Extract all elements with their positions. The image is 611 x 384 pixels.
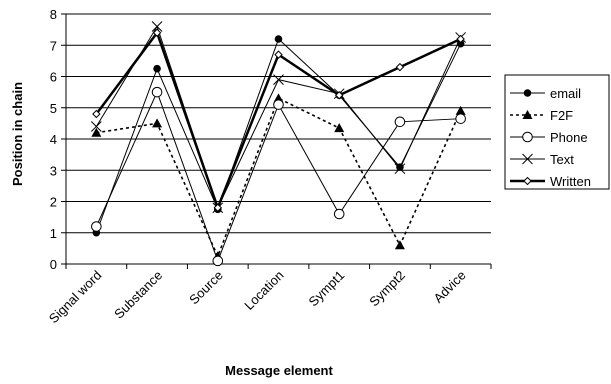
data-point — [394, 116, 406, 128]
series-email — [92, 35, 465, 237]
legend: email F2F Phone Text Written — [504, 74, 610, 190]
legend-label: Phone — [550, 130, 588, 145]
data-point — [522, 110, 533, 119]
data-point — [455, 105, 466, 115]
legend-box — [504, 74, 610, 190]
y-tick-label: 4 — [50, 132, 57, 147]
series-line — [95, 30, 462, 212]
y-tick-label: 3 — [50, 163, 57, 178]
axes — [61, 13, 492, 269]
series-f2f — [91, 93, 466, 261]
x-tick-label: Advice — [431, 268, 469, 306]
series-text — [91, 21, 466, 214]
data-point — [334, 123, 345, 133]
series-group — [91, 21, 466, 267]
y-tick-label: 8 — [50, 7, 57, 22]
gridlines — [66, 13, 491, 234]
legend-item-text: Text — [510, 152, 574, 167]
data-point — [91, 121, 102, 132]
legend-item-email: email — [510, 86, 581, 101]
x-tick-label: Sympt2 — [366, 268, 408, 310]
data-point — [273, 74, 284, 85]
legend-label: email — [550, 86, 581, 101]
series-line — [95, 90, 461, 263]
x-axis-title: Message element — [225, 363, 333, 378]
data-point — [394, 240, 405, 250]
data-point — [455, 113, 466, 124]
legend-item-written: Written — [510, 174, 591, 189]
y-tick-label: 5 — [50, 101, 57, 116]
data-point — [92, 109, 101, 119]
y-tick-label: 1 — [50, 226, 57, 241]
data-point — [151, 21, 163, 32]
data-point — [522, 131, 533, 143]
data-point — [153, 64, 161, 73]
data-point — [523, 176, 532, 186]
legend-label: F2F — [550, 108, 573, 123]
data-point — [274, 50, 283, 59]
legend-item-phone: Phone — [510, 130, 588, 145]
legend-label: Written — [550, 174, 591, 189]
series-phone — [91, 86, 466, 267]
x-tick-label: Sympt1 — [306, 268, 348, 310]
legend-label: Text — [550, 152, 574, 167]
series-written — [92, 28, 465, 212]
data-point — [152, 118, 163, 128]
x-tick-label: Source — [186, 268, 226, 308]
data-point — [395, 62, 405, 72]
data-point — [151, 86, 163, 98]
y-tick-label: 6 — [50, 70, 57, 85]
data-point — [91, 127, 102, 137]
x-tick-label: Substance — [111, 268, 165, 322]
data-point — [333, 208, 345, 220]
data-point — [335, 91, 344, 100]
y-tick-label: 2 — [50, 195, 57, 210]
data-point — [523, 89, 532, 97]
data-point — [212, 255, 224, 267]
data-point — [396, 163, 404, 171]
data-point — [91, 221, 102, 232]
y-tick-label: 0 — [50, 257, 57, 272]
data-point — [273, 99, 284, 110]
y-tick-label: 7 — [50, 38, 57, 53]
series-line — [95, 38, 462, 233]
legend-item-f2f: F2F — [510, 108, 573, 123]
data-point — [456, 34, 465, 44]
x-tick-label: Signal word — [46, 268, 105, 327]
data-point — [394, 163, 406, 175]
data-point — [152, 28, 162, 37]
data-point — [213, 203, 222, 212]
x-tick-label: Location — [241, 268, 286, 313]
data-point — [274, 35, 283, 43]
tick-labels: 0 1 2 3 4 5 6 7 8 Signal word Substance Source Locat… — [46, 7, 469, 326]
data-point — [522, 153, 533, 165]
y-axis-title: Position in chain — [10, 82, 25, 186]
